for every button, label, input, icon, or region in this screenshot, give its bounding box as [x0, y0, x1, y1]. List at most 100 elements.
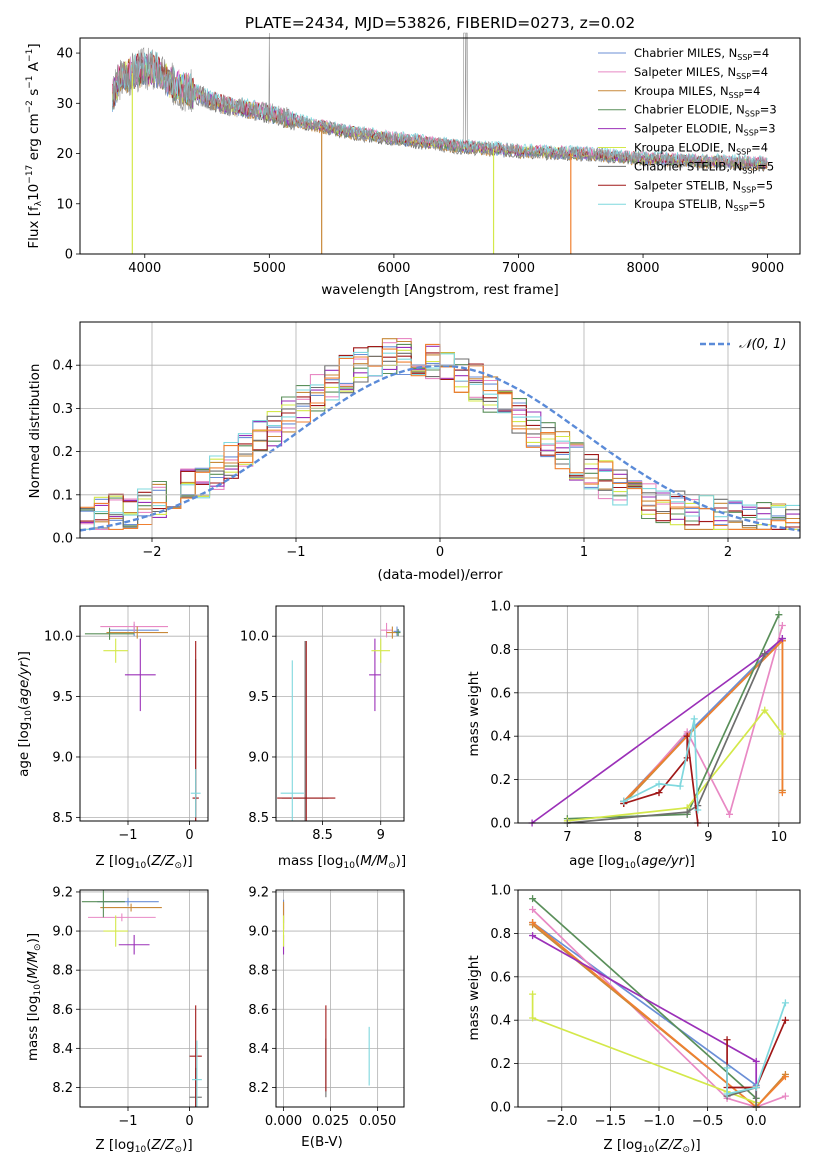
mass-weight-marker-salpeter_elodie: [529, 932, 537, 940]
mass-weight-marker-kroupa_elodie: [529, 990, 537, 998]
mass-weight-marker-chabrier_elodie: [529, 895, 537, 903]
spectrum-title: PLATE=2434, MJD=53826, FIBERID=0273, z=0…: [245, 14, 635, 32]
x-tick-label: 0.000: [265, 1114, 302, 1129]
x-tick-label: −2.0: [546, 1114, 578, 1129]
residual-xlabel: (data-model)/error: [377, 567, 503, 583]
legend-label-salpeter_stelib: Salpeter STELIB, NSSP=5: [634, 178, 773, 194]
x-tick-label: 1: [580, 545, 588, 560]
y-tick-label: 0.8: [490, 643, 511, 658]
x-tick-label: −1.5: [595, 1114, 627, 1129]
mwage-xlabel: age [log10(age/yr)]: [569, 853, 695, 871]
legend-label-kroupa_stelib: Kroupa STELIB, NSSP=5: [634, 197, 765, 213]
mass-vs-ebv-panel: 0.000 0.025 0.050 8.2 8.4 8.6 8.8 9.0 9.2: [248, 885, 405, 1129]
legend-label-kroupa_miles: Kroupa MILES, NSSP=4: [634, 84, 760, 100]
x-tick-label: 0: [436, 545, 444, 560]
mass-weight-marker-salpeter_stelib: [683, 732, 691, 740]
x-tick-label: −1: [118, 828, 137, 843]
mass-weight-vs-metallicity-panel: −2.0 −1.5 −1.0 −0.5 0.0 0.0 0.2 0.4 0.6 0.8 1.0: [490, 884, 801, 1129]
y-tick-label: 9.0: [52, 750, 73, 765]
y-tick-label: 10: [56, 197, 73, 212]
mass-weight-marker-kroupa_stelib: [676, 782, 684, 790]
y-tick-label: 20: [56, 147, 73, 162]
error-bar-group: [282, 899, 370, 1098]
y-tick-label: 0.2: [52, 445, 73, 460]
agem-xlabel: mass [log10(M/M⊙)]: [278, 853, 406, 871]
x-tick-label: 8.5: [312, 828, 333, 843]
spectrum-legend: Chabrier MILES, NSSP=4 Salpeter MILES, NS…: [598, 46, 777, 213]
x-tick-label: −1.0: [643, 1114, 675, 1129]
mass-vs-metallicity-panel: −1 0 8.2 8.4 8.6 8.8 9.0 9.2: [52, 885, 209, 1129]
y-tick-label: 8.5: [52, 811, 73, 826]
y-tick-label: 0.4: [490, 1014, 511, 1029]
y-tick-label: 0.4: [52, 359, 73, 374]
mass-weight-line-orange: [623, 638, 784, 802]
mass-weight-marker-kroupa_stelib: [781, 999, 789, 1007]
agez-ylabel: age [log10(age/yr)]: [16, 651, 34, 777]
y-tick-label: 10.0: [240, 630, 269, 645]
mass-weight-line-kroupa_elodie: [567, 708, 784, 822]
mass-weight-marker-salpeter_stelib: [655, 789, 663, 797]
y-tick-label: 8.8: [52, 964, 73, 979]
x-tick-label: 0: [185, 828, 193, 843]
y-tick-label: 0.4: [490, 730, 511, 745]
error-bar-group: [81, 890, 202, 1107]
y-tick-label: 9.5: [248, 690, 269, 705]
mass-weight-marker-salpeter_miles: [529, 906, 537, 914]
y-tick-label: 9.0: [52, 925, 73, 940]
y-tick-label: 1.0: [490, 884, 511, 899]
y-tick-label: 9.0: [248, 925, 269, 940]
mass-weight-line-kroupa_stelib: [726, 1002, 787, 1096]
axes-frame: [79, 605, 209, 822]
mass-weight-marker-orange: [529, 919, 537, 927]
y-tick-label: 8.2: [52, 1081, 73, 1096]
mwage-ylabel: mass weight: [466, 671, 482, 756]
x-tick-label: 2: [724, 545, 732, 560]
y-tick-label: 0.8: [490, 927, 511, 942]
y-tick-label: 0.6: [490, 970, 511, 985]
x-tick-label: 8000: [626, 261, 659, 276]
mass-weight-marker-chabrier_stelib: [683, 808, 691, 816]
x-tick-label: −1: [286, 545, 305, 560]
y-tick-label: 0.6: [490, 686, 511, 701]
x-tick-label: 9000: [751, 261, 784, 276]
massz-ylabel: mass [log10(M/M⊙)]: [25, 933, 43, 1061]
x-tick-label: 0.025: [312, 1114, 349, 1129]
mass-weight-vs-age-panel: 7 8 9 10 0.0 0.2 0.4 0.6 0.8 1.0: [490, 600, 801, 845]
y-tick-label: 8.2: [248, 1081, 269, 1096]
massz-xlabel: Z [log10(Z/Z⊙)]: [95, 1137, 192, 1155]
mass-weight-marker-kroupa_stelib: [723, 1064, 731, 1072]
y-tick-label: 0.0: [490, 817, 511, 832]
mass-weight-marker-chabrier_elodie: [775, 611, 783, 619]
residual-ylabel: Normed distribution: [27, 364, 43, 499]
axes-frame: [275, 605, 405, 822]
axes-frame: [79, 889, 209, 1108]
model-spectrum-kroupa_stelib: [112, 49, 768, 166]
agez-xlabel: Z [log10(Z/Z⊙)]: [95, 853, 192, 871]
x-tick-label: 0.050: [359, 1114, 396, 1129]
mass-weight-marker-kroupa_stelib: [620, 797, 628, 805]
y-tick-label: 0.2: [490, 773, 511, 788]
mass-weight-line-kroupa_elodie: [531, 994, 758, 1107]
axes-frame: [79, 37, 801, 255]
legend-label-chabrier_miles: Chabrier MILES, NSSP=4: [634, 46, 769, 62]
mwz-ylabel: mass weight: [466, 955, 482, 1040]
axes-frame: [275, 889, 405, 1108]
axes-frame: [517, 889, 801, 1108]
y-tick-label: 8.6: [248, 1003, 269, 1018]
x-tick-label: 7000: [502, 261, 535, 276]
x-tick-label: −2: [142, 545, 161, 560]
y-tick-label: 30: [56, 97, 73, 112]
mass-weight-marker-kroupa_elodie: [761, 706, 769, 714]
mass-weight-marker-salpeter_elodie: [778, 635, 786, 643]
x-tick-label: 5000: [253, 261, 286, 276]
gaussian-legend-label: 𝒩(0, 1): [739, 337, 786, 352]
y-tick-label: 8.8: [248, 964, 269, 979]
y-tick-label: 9.2: [248, 885, 269, 900]
error-bar-group: [84, 621, 201, 821]
x-tick-label: 4000: [128, 261, 161, 276]
legend-label-kroupa_elodie: Kroupa ELODIE, NSSP=4: [634, 141, 768, 157]
mass-weight-marker-salpeter_miles: [781, 1092, 789, 1100]
y-tick-label: 8.4: [248, 1042, 269, 1057]
axes-frame: [517, 605, 801, 824]
